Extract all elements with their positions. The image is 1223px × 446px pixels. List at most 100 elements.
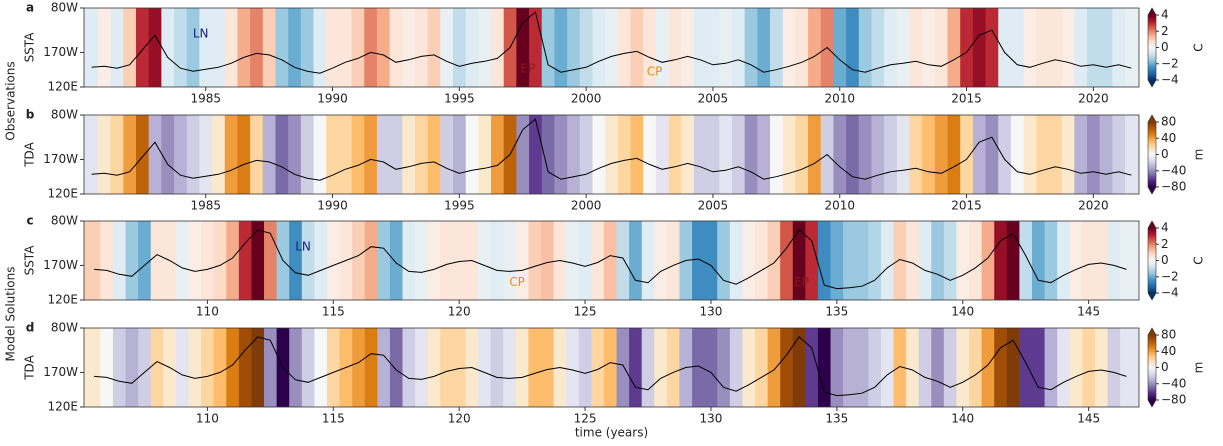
field-cell <box>719 8 733 87</box>
field-cell <box>226 221 240 300</box>
x-tick-label: 1990 <box>317 92 348 106</box>
field-cell <box>567 115 581 194</box>
field-cell <box>855 328 869 407</box>
field-cell <box>981 328 995 407</box>
field-cell <box>226 328 240 407</box>
x-tick-label: 1995 <box>444 199 475 213</box>
field-cell <box>755 328 769 407</box>
field-cell <box>213 221 227 300</box>
field-cell <box>666 221 681 300</box>
panel-label: a <box>26 1 34 15</box>
y-tick-label: 120E <box>48 400 79 414</box>
field-cell <box>579 115 594 194</box>
field-cell <box>893 328 907 407</box>
field-cell <box>817 328 832 407</box>
field-cell <box>896 8 911 87</box>
field-cell <box>237 8 251 87</box>
colorbar-tick-label: −80 <box>1161 180 1186 194</box>
field-cell <box>972 115 987 194</box>
x-tick-label: 2005 <box>698 92 729 106</box>
field-cell <box>1023 8 1037 87</box>
field-cell <box>934 8 949 87</box>
field-cell <box>641 221 655 300</box>
field-cell <box>251 221 265 300</box>
field-cell <box>906 328 920 407</box>
field-cell <box>931 221 945 300</box>
y-axis-label: SSTA <box>23 245 37 276</box>
field-cell <box>452 328 467 407</box>
field-cell <box>97 115 112 194</box>
field-cell <box>150 328 164 407</box>
field-cell <box>427 328 441 407</box>
field-cell <box>224 8 239 87</box>
field-cell <box>1061 8 1075 87</box>
field-cell <box>415 221 429 300</box>
field-cell <box>668 8 682 87</box>
field-cell <box>641 328 655 407</box>
field-cell <box>956 328 970 407</box>
field-cell <box>389 328 404 407</box>
field-cell <box>465 115 479 194</box>
field-cell <box>805 328 819 407</box>
field-cell <box>994 221 1008 300</box>
field-cell <box>364 115 378 194</box>
field-cell <box>138 328 152 407</box>
field-cell <box>100 328 114 407</box>
y-axis-label: TDA <box>23 141 37 167</box>
field-cell <box>947 8 961 87</box>
field-cell <box>998 115 1012 194</box>
field-cell <box>792 221 806 300</box>
field-cell <box>427 115 441 194</box>
field-cell <box>338 8 353 87</box>
field-cell <box>440 115 454 194</box>
field-cell <box>858 115 873 194</box>
field-cell <box>402 328 416 407</box>
field-cell <box>224 115 239 194</box>
field-cell <box>744 8 758 87</box>
field-cell <box>326 115 340 194</box>
x-tick-label: 120 <box>448 305 471 319</box>
annotation: CP <box>647 65 663 79</box>
field-cell <box>1036 115 1050 194</box>
field-cell <box>603 221 618 300</box>
field-cell <box>922 8 936 87</box>
colorbar-tick-label: 80 <box>1161 328 1176 342</box>
field-cell <box>906 221 920 300</box>
field-cell <box>617 8 632 87</box>
field-cell <box>767 328 781 407</box>
field-cell <box>1048 115 1063 194</box>
field-cell <box>884 115 898 194</box>
field-cell <box>186 115 200 194</box>
field-cell <box>1099 115 1113 194</box>
field-cell <box>630 115 644 194</box>
group-label: Observations <box>4 61 18 140</box>
colorbar <box>1148 122 1156 187</box>
field-cell <box>868 328 882 407</box>
field-cell <box>364 221 378 300</box>
colorbar-tick-label: 0 <box>1161 147 1169 161</box>
x-tick-label: 1985 <box>190 92 221 106</box>
field-cell <box>175 328 190 407</box>
field-cell <box>188 221 202 300</box>
field-cell <box>654 221 668 300</box>
field-cell <box>1057 221 1071 300</box>
field-cell <box>452 221 467 300</box>
field-cell <box>704 221 718 300</box>
field-cell <box>605 8 619 87</box>
field-cell <box>909 115 923 194</box>
y-tick-label: 170W <box>43 45 78 59</box>
field-cell <box>503 221 517 300</box>
field-cell <box>389 115 403 194</box>
x-tick-label: 135 <box>825 412 848 426</box>
field-cell <box>855 221 869 300</box>
field-cell <box>540 221 555 300</box>
field-cell <box>922 115 936 194</box>
field-cell <box>843 328 857 407</box>
field-cell <box>123 8 137 87</box>
field-cell <box>262 8 277 87</box>
field-cell <box>540 328 555 407</box>
x-tick-label: 2010 <box>824 199 855 213</box>
field-cell <box>301 221 315 300</box>
field-cell <box>238 221 253 300</box>
field-cell <box>981 221 995 300</box>
